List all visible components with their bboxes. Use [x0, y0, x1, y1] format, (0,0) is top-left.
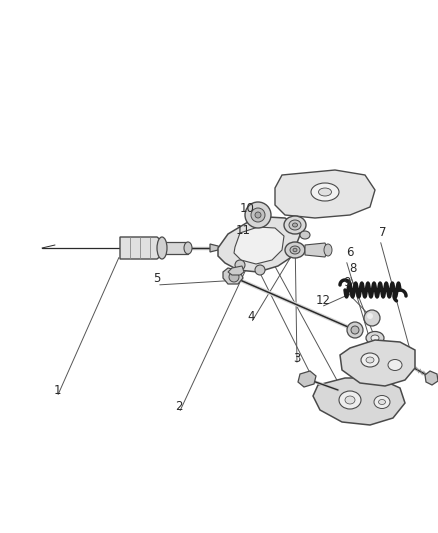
- Polygon shape: [228, 266, 244, 275]
- Ellipse shape: [361, 353, 379, 367]
- Text: 12: 12: [315, 294, 331, 306]
- Circle shape: [251, 208, 265, 222]
- Polygon shape: [218, 217, 300, 272]
- Ellipse shape: [388, 359, 402, 370]
- Ellipse shape: [284, 216, 306, 234]
- Ellipse shape: [371, 335, 379, 341]
- Ellipse shape: [339, 391, 361, 409]
- Polygon shape: [425, 371, 438, 385]
- Polygon shape: [305, 243, 328, 257]
- Polygon shape: [158, 242, 188, 254]
- Polygon shape: [298, 371, 316, 387]
- Text: 10: 10: [240, 201, 254, 214]
- Ellipse shape: [374, 395, 390, 408]
- Circle shape: [364, 310, 380, 326]
- Ellipse shape: [157, 237, 167, 259]
- Circle shape: [235, 260, 245, 270]
- Circle shape: [255, 265, 265, 275]
- Polygon shape: [120, 237, 162, 259]
- Text: 1: 1: [53, 384, 61, 397]
- Ellipse shape: [378, 400, 385, 405]
- Ellipse shape: [345, 396, 355, 404]
- Circle shape: [351, 326, 359, 334]
- Polygon shape: [313, 378, 405, 425]
- Ellipse shape: [300, 231, 310, 239]
- Ellipse shape: [311, 183, 339, 201]
- Ellipse shape: [324, 244, 332, 256]
- Text: 6: 6: [346, 246, 354, 260]
- Circle shape: [255, 212, 261, 218]
- Text: 2: 2: [175, 400, 183, 413]
- Text: 5: 5: [153, 271, 161, 285]
- Circle shape: [367, 313, 373, 319]
- Circle shape: [229, 272, 239, 282]
- Text: 3: 3: [293, 351, 301, 365]
- Text: 11: 11: [236, 223, 251, 237]
- Text: 7: 7: [379, 227, 387, 239]
- Ellipse shape: [366, 332, 384, 344]
- Text: 8: 8: [350, 262, 357, 274]
- Ellipse shape: [293, 248, 297, 252]
- Ellipse shape: [318, 188, 332, 196]
- Ellipse shape: [290, 246, 300, 254]
- Ellipse shape: [293, 223, 297, 227]
- Circle shape: [347, 322, 363, 338]
- Polygon shape: [223, 268, 243, 284]
- Polygon shape: [340, 340, 415, 386]
- Circle shape: [245, 202, 271, 228]
- Polygon shape: [210, 244, 220, 252]
- Polygon shape: [234, 227, 284, 264]
- Polygon shape: [275, 170, 375, 218]
- Ellipse shape: [184, 242, 192, 254]
- Ellipse shape: [289, 220, 301, 230]
- Ellipse shape: [366, 357, 374, 363]
- Text: 9: 9: [343, 276, 351, 288]
- Text: 4: 4: [247, 310, 255, 322]
- Ellipse shape: [285, 242, 305, 258]
